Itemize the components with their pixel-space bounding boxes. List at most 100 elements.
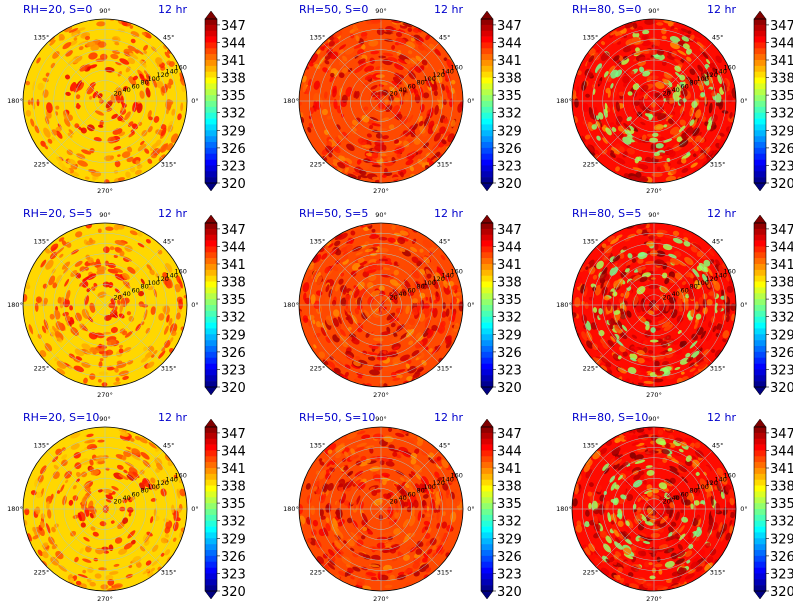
angular-gridline	[595, 42, 655, 102]
radial-tick-label: 80	[690, 487, 698, 495]
colorbar-segment	[754, 223, 766, 230]
field-blob	[384, 541, 395, 547]
field-blob	[650, 143, 657, 150]
field-blob	[708, 75, 714, 84]
angle-tick-label: 225°	[310, 365, 326, 373]
field-blob	[122, 330, 128, 336]
field-blob	[425, 540, 431, 547]
field-blob	[588, 55, 595, 63]
field-blob	[405, 159, 414, 166]
field-blob	[347, 173, 358, 179]
field-blob	[583, 464, 591, 473]
angle-tick-label: 45°	[163, 237, 175, 245]
field-blob	[350, 576, 355, 580]
colorbar-extend-max	[753, 214, 767, 224]
colorbar-segment	[754, 136, 766, 143]
field-blob	[325, 473, 331, 480]
field-blob	[156, 462, 163, 471]
field-blob	[435, 272, 442, 282]
field-blob	[572, 312, 577, 318]
angle-tick-label: 315°	[437, 569, 453, 577]
field-blob	[356, 430, 366, 435]
field-blob	[414, 27, 420, 32]
field-blob	[582, 103, 589, 113]
field-blob	[24, 508, 30, 516]
field-blob	[345, 298, 349, 310]
field-blob	[410, 246, 418, 253]
field-blob	[654, 360, 660, 367]
polar-frame	[298, 222, 464, 388]
field-blob	[366, 144, 372, 148]
field-blob	[403, 501, 409, 507]
field-blob	[307, 314, 315, 320]
field-blob	[356, 372, 364, 377]
field-blob	[323, 52, 328, 57]
colorbar-segment	[205, 328, 217, 335]
field-blob	[167, 124, 174, 133]
time-label: 12 hr	[158, 207, 187, 220]
field-blob	[353, 500, 357, 510]
field-blob	[581, 135, 586, 143]
colorbar-segment	[754, 246, 766, 253]
field-blob	[85, 350, 92, 355]
field-blob	[367, 356, 376, 361]
field-blob	[718, 139, 726, 148]
field-blob	[659, 351, 667, 355]
colorbar-tick-label: 347	[497, 427, 522, 442]
field-blob	[716, 304, 722, 312]
colorbar-tick-label: 347	[221, 223, 246, 238]
field-blob	[577, 70, 582, 76]
colorbar-segment	[754, 275, 766, 282]
field-blob	[415, 548, 423, 555]
field-blob	[613, 280, 621, 288]
field-blob	[384, 98, 389, 105]
field-blob	[314, 111, 321, 119]
colorbar-extend-max	[480, 10, 494, 20]
polar-frame	[22, 18, 188, 184]
field-blob	[726, 285, 734, 293]
field-blob	[49, 39, 56, 46]
field-blob	[615, 551, 622, 557]
field-blob	[708, 102, 713, 114]
colorbar-segment	[754, 544, 766, 551]
field-blob	[114, 41, 120, 46]
angular-gridline	[322, 42, 382, 102]
colorbar-tick-label: 341	[770, 54, 793, 69]
field-blob	[696, 326, 704, 336]
field-blob	[625, 261, 633, 266]
field-blob	[421, 59, 428, 66]
field-blob	[424, 317, 431, 329]
field-blob	[328, 243, 334, 248]
field-blob	[330, 51, 339, 60]
field-blob	[97, 439, 105, 443]
field-blob	[405, 328, 415, 338]
field-blob	[665, 555, 671, 562]
field-blob	[163, 305, 171, 315]
field-blob	[637, 523, 645, 531]
field-blob	[80, 127, 87, 134]
field-blob	[661, 272, 668, 279]
field-blob	[369, 124, 374, 130]
field-blob	[627, 104, 635, 112]
colorbar-segment	[205, 432, 217, 440]
field-blob	[49, 36, 55, 43]
field-blob	[357, 137, 368, 146]
field-blob	[618, 533, 624, 540]
colorbar-tick-label: 320	[770, 177, 793, 192]
colorbar-segment	[481, 462, 493, 469]
field-blob	[425, 567, 432, 573]
angle-tick-label: 90°	[648, 211, 660, 219]
field-blob	[423, 142, 430, 149]
field-blob	[89, 237, 93, 244]
field-blob	[83, 537, 90, 542]
field-blob	[717, 74, 722, 85]
field-blob	[632, 137, 643, 143]
field-blob	[37, 82, 44, 91]
colorbar-segment	[754, 19, 766, 26]
colorbar-segment	[754, 101, 766, 108]
field-blob	[42, 551, 49, 559]
colorbar-tick-label: 320	[221, 177, 246, 192]
field-blob	[353, 90, 357, 99]
colorbar-tick-label: 320	[221, 381, 246, 396]
field-blob	[147, 110, 152, 119]
